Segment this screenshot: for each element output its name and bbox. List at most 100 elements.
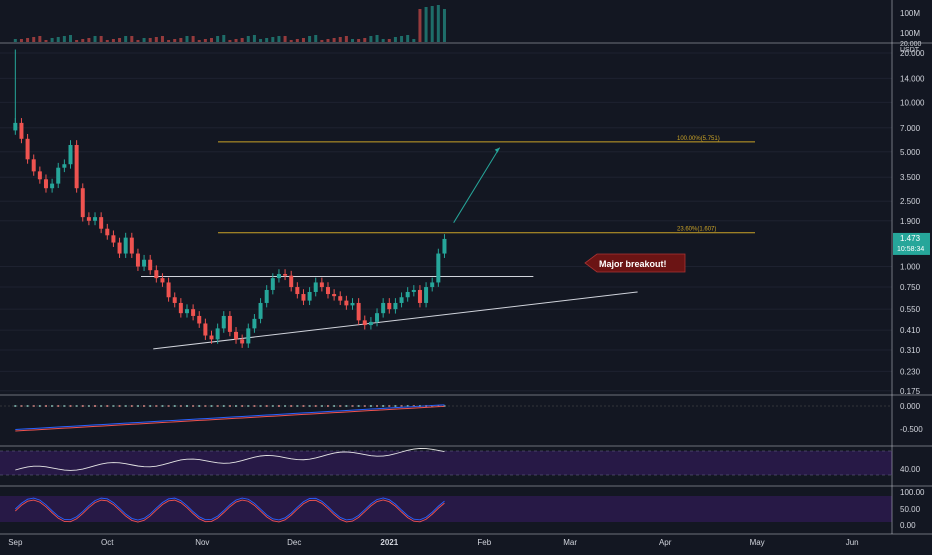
candle-body: [277, 274, 281, 278]
candle-body: [424, 287, 428, 303]
y-tick-label: 10.000: [900, 98, 925, 107]
candle-body: [326, 287, 330, 294]
candle-body: [142, 260, 146, 267]
volume-bar: [112, 39, 115, 42]
volume-bar: [412, 39, 415, 42]
candle-body: [216, 328, 220, 339]
volume-axis-label: 100M: [900, 29, 920, 38]
volume-bar: [136, 40, 139, 42]
candle-body: [301, 294, 305, 301]
volume-axis-label: 100M: [900, 9, 920, 18]
quote-currency-label: USDT: [900, 47, 920, 54]
volume-bar: [228, 40, 231, 42]
candle-body: [240, 339, 244, 343]
candle-body: [154, 270, 158, 278]
volume-bar: [167, 40, 170, 42]
x-tick-label: 2021: [380, 538, 398, 547]
rsi-band: [0, 451, 892, 475]
fib-level-label: 23.60%(1.607): [677, 227, 716, 233]
candle-body: [387, 303, 391, 309]
volume-bar: [124, 36, 127, 42]
volume-bar: [198, 40, 201, 42]
current-price-label: 1.473: [900, 234, 921, 243]
volume-bar: [143, 38, 146, 42]
volume-bar: [320, 40, 323, 42]
volume-bar: [241, 38, 244, 42]
candle-body: [38, 171, 42, 179]
candle-body: [412, 290, 416, 292]
macd-histogram-bar: [94, 405, 96, 407]
volume-bar: [26, 38, 29, 42]
candle-body: [308, 292, 312, 301]
top-axis-label: 20.000: [900, 41, 922, 48]
volume-bar: [155, 37, 158, 42]
volume-bar: [253, 35, 256, 42]
candle-body: [81, 188, 85, 217]
candle-body: [19, 123, 23, 139]
candle-body: [418, 290, 422, 303]
volume-bar: [418, 9, 421, 42]
candle-body: [295, 287, 299, 294]
candle-body: [148, 260, 152, 270]
candle-body: [363, 320, 367, 325]
volume-bar: [271, 37, 274, 42]
volume-bar: [431, 6, 434, 42]
volume-bar: [284, 36, 287, 42]
volume-bar: [222, 35, 225, 42]
candle-body: [222, 316, 226, 328]
x-tick-label: Dec: [287, 538, 301, 547]
volume-bar: [63, 36, 66, 42]
volume-bar: [388, 39, 391, 42]
volume-bar: [57, 37, 60, 42]
volume-bar: [149, 38, 152, 42]
candle-body: [26, 139, 30, 160]
candle-body: [69, 145, 73, 164]
candle-body: [344, 301, 348, 306]
y-tick-label: 0.750: [900, 283, 921, 292]
candle-body: [87, 217, 91, 221]
candle-body: [167, 282, 171, 297]
volume-bar: [345, 36, 348, 42]
y-tick-label: 14.000: [900, 74, 925, 83]
volume-bar: [425, 7, 428, 42]
y-tick-label: 7.000: [900, 124, 921, 133]
candle-body: [436, 254, 440, 283]
candle-body: [50, 184, 54, 189]
y-tick-label: 5.000: [900, 148, 921, 157]
volume-bar: [179, 38, 182, 42]
candle-body: [332, 294, 336, 296]
x-tick-label: Jun: [846, 538, 859, 547]
candle-body: [203, 323, 207, 335]
candle-body: [314, 282, 318, 292]
y-tick-label: 0.175: [900, 387, 921, 396]
candle-body: [252, 319, 256, 329]
macd-histogram-bar: [82, 405, 84, 407]
macd-histogram-bar: [198, 405, 200, 407]
macd-histogram-bar: [382, 405, 384, 407]
candle-body: [75, 145, 79, 188]
macd-histogram-bar: [290, 405, 292, 407]
y-tick-label: 0.410: [900, 326, 921, 335]
macd-histogram-bar: [174, 405, 176, 407]
candle-body: [289, 276, 293, 287]
rsi-pane: [0, 448, 892, 475]
volume-bar: [394, 37, 397, 42]
candle-body: [320, 282, 324, 287]
volume-bar: [290, 40, 293, 42]
y-tick-label: 3.500: [900, 173, 921, 182]
candle-body: [44, 179, 48, 188]
volume-bar: [173, 39, 176, 42]
x-tick-label: Nov: [195, 538, 209, 547]
candle-body: [130, 238, 134, 254]
volume-bar: [94, 36, 97, 42]
volume-bar: [69, 35, 72, 42]
volume-bar: [369, 36, 372, 42]
macd-axis-label: 0.000: [900, 402, 921, 411]
x-tick-label: Apr: [659, 538, 672, 547]
candle-body: [375, 313, 379, 322]
candle-body: [62, 164, 66, 167]
volume-bar: [406, 35, 409, 42]
macd-histogram-bar: [186, 405, 188, 407]
